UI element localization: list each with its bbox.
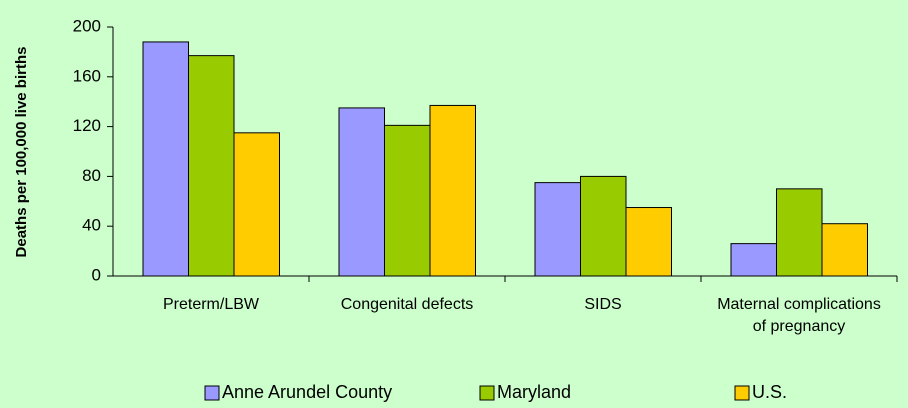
- y-axis-label: Deaths per 100,000 live births: [13, 47, 30, 258]
- y-tick-label: 200: [73, 16, 101, 35]
- bar: [580, 175, 627, 277]
- x-tick-label: SIDS: [584, 296, 622, 313]
- bar: [776, 188, 823, 277]
- bar: [384, 124, 431, 277]
- bar: [625, 207, 672, 277]
- bar: [338, 107, 385, 277]
- y-tick-label: 160: [73, 66, 101, 85]
- x-tick-label: Congenital defects: [340, 296, 474, 313]
- legend-label: Maryland: [497, 382, 571, 402]
- bar: [534, 182, 581, 277]
- legend-swatch: [734, 385, 750, 401]
- bar: [233, 132, 280, 277]
- legend-swatch: [204, 385, 220, 401]
- legend-swatch: [479, 385, 495, 401]
- y-tick-label: 120: [73, 116, 101, 135]
- y-tick-label: 80: [82, 166, 101, 185]
- legend-label: U.S.: [752, 382, 787, 402]
- bar: [188, 55, 235, 277]
- x-tick-label: Maternal complications of pregnancy: [717, 296, 881, 335]
- y-tick-label: 0: [92, 265, 101, 284]
- bar: [429, 104, 476, 277]
- legend-label: Anne Arundel County: [222, 382, 392, 402]
- bar: [821, 223, 868, 277]
- bar: [142, 41, 189, 277]
- x-tick-label: Preterm/LBW: [162, 296, 259, 313]
- y-tick-label: 40: [82, 216, 101, 235]
- bar: [730, 243, 777, 277]
